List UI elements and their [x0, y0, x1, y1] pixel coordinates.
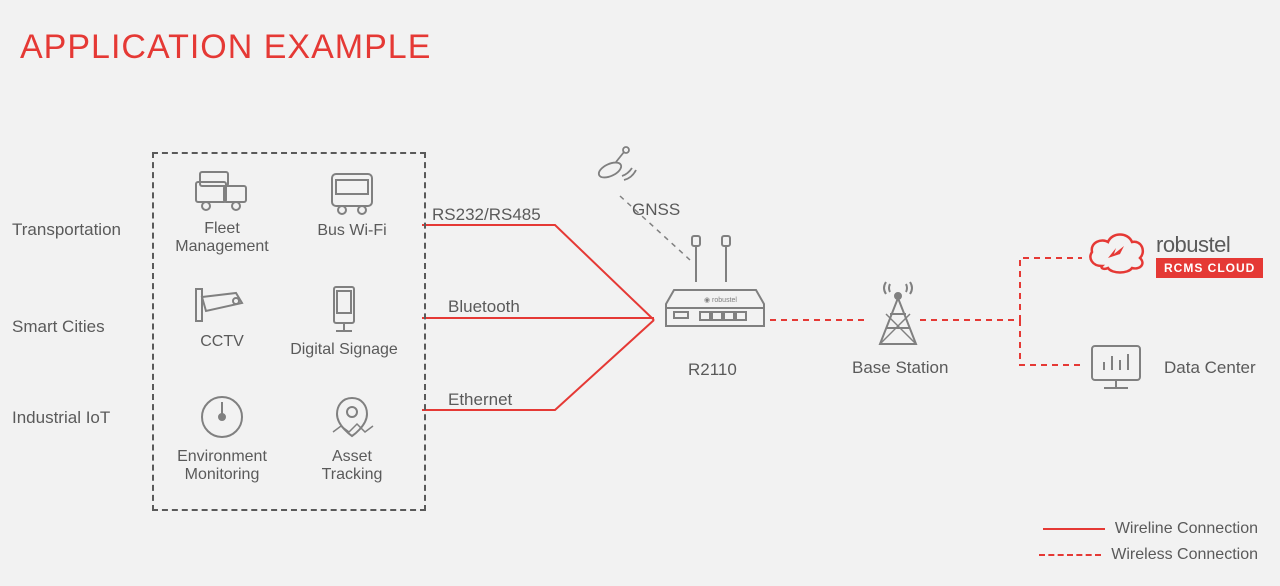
gnss-label: GNSS [632, 200, 680, 220]
gnss-icon [590, 140, 640, 195]
svg-text:◉ robustel: ◉ robustel [704, 297, 737, 304]
app-env: EnvironmentMonitoring [162, 392, 282, 484]
data-center-label: Data Center [1164, 358, 1256, 378]
legend-label: Wireline Connection [1115, 520, 1258, 538]
app-fleet: FleetManagement [162, 168, 282, 256]
app-label: EnvironmentMonitoring [162, 448, 282, 484]
category-label: Smart Cities [12, 317, 105, 337]
connection-label: Bluetooth [448, 297, 520, 317]
app-label: FleetManagement [162, 220, 282, 256]
app-signage: Digital Signage [284, 283, 404, 359]
app-label: Bus Wi-Fi [292, 222, 412, 240]
data-center-icon [1086, 340, 1146, 399]
legend-row: Wireline Connection [1043, 520, 1258, 538]
base-station-icon [870, 278, 926, 355]
page-title: APPLICATION EXAMPLE [20, 28, 431, 67]
base-station-label: Base Station [852, 358, 948, 378]
category-label: Industrial IoT [12, 408, 110, 428]
legend-label: Wireless Connection [1111, 546, 1258, 564]
app-label: AssetTracking [292, 448, 412, 484]
brand-label: robustel RCMS CLOUD [1156, 232, 1263, 278]
brand-name: robustel [1156, 232, 1263, 258]
legend-line-icon [1043, 528, 1105, 530]
category-label: Transportation [12, 220, 121, 240]
app-label: CCTV [162, 333, 282, 351]
cloud-icon [1084, 228, 1148, 281]
connection-label: Ethernet [448, 390, 512, 410]
connection-label: RS232/RS485 [432, 205, 541, 225]
brand-sub: RCMS CLOUD [1156, 258, 1263, 278]
app-cctv: CCTV [162, 283, 282, 351]
app-label: Digital Signage [284, 341, 404, 359]
router-icon: ◉ robustel [660, 230, 770, 345]
router-label: R2110 [688, 360, 737, 380]
app-asset: AssetTracking [292, 392, 412, 484]
legend-row: Wireless Connection [1039, 546, 1258, 564]
app-buswifi: Bus Wi-Fi [292, 168, 412, 240]
legend-line-icon [1039, 554, 1101, 556]
